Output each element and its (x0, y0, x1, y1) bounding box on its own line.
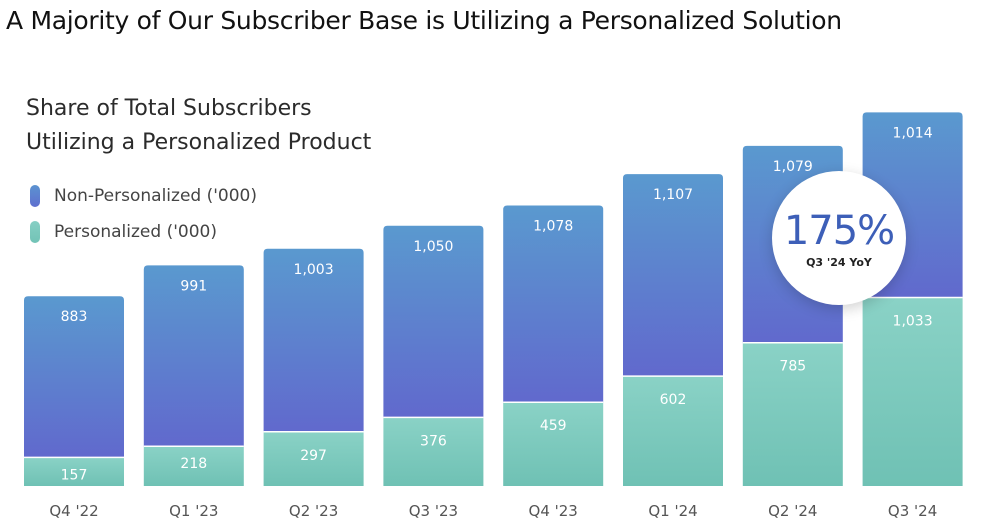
x-tick-label-q4-23: Q4 '23 (529, 502, 578, 520)
x-tick-label-q3-23: Q3 '23 (409, 502, 458, 520)
bar-personalized-q2-24 (742, 342, 843, 486)
data-label-personalized-q2-23: 297 (300, 448, 327, 464)
bar-non-personalized-q3-23 (383, 225, 484, 418)
bar-personalized-q3-24 (862, 297, 963, 486)
data-label-non-personalized-q4-22: 883 (61, 309, 88, 325)
bar-personalized-q1-24 (623, 376, 723, 486)
data-label-personalized-q1-23: 218 (180, 456, 207, 472)
yoy-growth-value: 175% (783, 207, 895, 254)
data-label-non-personalized-q4-23: 1,078 (533, 218, 573, 234)
bar-personalized-q3-23 (383, 417, 484, 486)
bar-non-personalized-q1-23 (143, 265, 244, 447)
data-label-non-personalized-q1-24: 1,107 (653, 187, 693, 203)
legend-swatch-personalized (30, 221, 40, 243)
bar-non-personalized-q2-23 (263, 248, 364, 432)
bar-personalized-q1-23 (143, 446, 244, 486)
bar-personalized-q4-22 (24, 457, 124, 486)
data-label-personalized-q4-23: 459 (540, 418, 567, 434)
x-tick-label-q2-23: Q2 '23 (289, 502, 338, 520)
bar-non-personalized-q1-24 (623, 174, 723, 377)
chart-title: Share of Total Subscribers Utilizing a P… (26, 92, 371, 160)
legend-item-personalized: Personalized ('000) (30, 214, 257, 250)
x-tick-label-q3-24: Q3 '24 (888, 502, 937, 520)
data-label-non-personalized-q2-23: 1,003 (294, 262, 334, 278)
data-label-personalized-q3-24: 1,033 (893, 313, 933, 329)
bar-non-personalized-q4-23 (503, 205, 604, 403)
legend-swatch-non-personalized (30, 185, 40, 207)
data-label-personalized-q1-24: 602 (660, 392, 687, 408)
x-tick-label-q4-22: Q4 '22 (49, 502, 98, 520)
labels-layer: 883 157 Q4 '22 991 218 Q1 '23 1,003 297 Q2 '23 1,… (49, 125, 937, 520)
legend-item-non-personalized: Non-Personalized ('000) (30, 178, 257, 214)
bar-non-personalized-q4-22 (24, 296, 124, 458)
yoy-growth-caption: Q3 '24 YoY (806, 255, 872, 269)
x-tick-label-q2-24: Q2 '24 (768, 502, 817, 520)
x-tick-label-q1-23: Q1 '23 (169, 502, 218, 520)
bar-personalized-q4-23 (503, 402, 604, 486)
data-label-non-personalized-q3-23: 1,050 (413, 239, 453, 255)
x-tick-label-q1-24: Q1 '24 (648, 502, 697, 520)
slide-title: A Majority of Our Subscriber Base is Uti… (6, 6, 842, 35)
data-label-personalized-q4-22: 157 (61, 467, 88, 483)
chart-legend: Non-Personalized ('000) Personalized ('0… (30, 178, 257, 250)
bars-layer (24, 112, 963, 486)
data-label-non-personalized-q3-24: 1,014 (893, 125, 933, 141)
bar-personalized-q2-23 (263, 431, 364, 486)
legend-label-non-personalized: Non-Personalized ('000) (54, 186, 257, 206)
yoy-growth-badge: 175% Q3 '24 YoY (772, 171, 906, 305)
chart-title-line-1: Share of Total Subscribers (26, 96, 312, 121)
data-label-non-personalized-q1-23: 991 (180, 278, 207, 294)
data-label-non-personalized-q2-24: 1,079 (773, 159, 813, 175)
data-label-personalized-q2-24: 785 (779, 359, 806, 375)
legend-label-personalized: Personalized ('000) (54, 222, 217, 242)
chart-title-line-2: Utilizing a Personalized Product (26, 130, 372, 155)
data-label-personalized-q3-23: 376 (420, 433, 447, 449)
